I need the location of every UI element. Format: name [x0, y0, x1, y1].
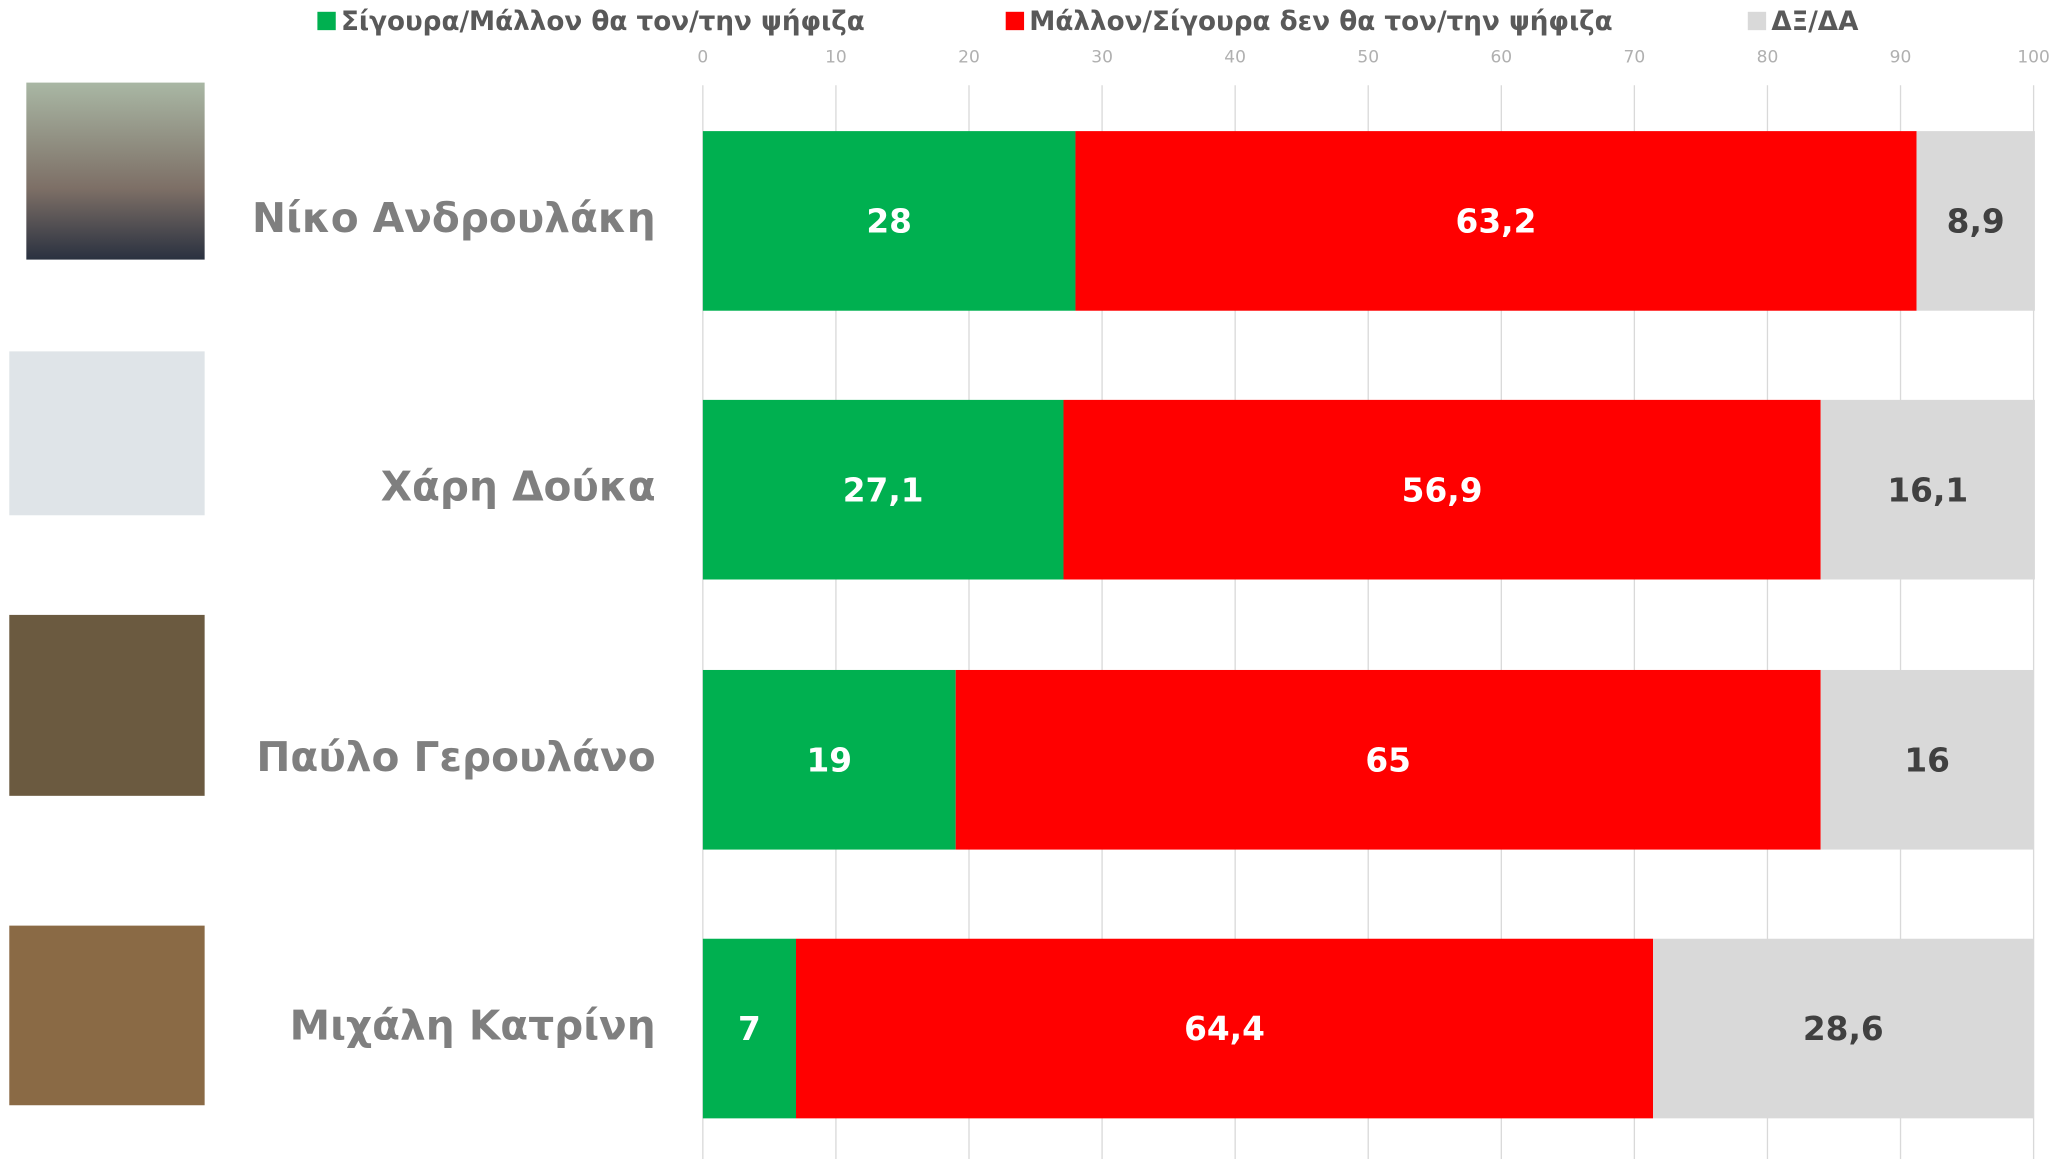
category-label: Χάρη Δούκα — [381, 463, 656, 511]
x-tick-label: 10 — [825, 48, 847, 68]
x-tick-label: 80 — [1757, 48, 1779, 68]
category-label: Παύλο Γερουλάνο — [256, 733, 655, 781]
x-tick-label: 70 — [1624, 48, 1646, 68]
data-label: 16 — [1904, 741, 1950, 779]
photo — [9, 926, 204, 1106]
chart: 0 10 20 30 40 50 60 70 80 90 100 Σίγουρα/Μάλλον θα … — [0, 0, 2056, 1159]
photos — [9, 83, 204, 1106]
data-label: 28 — [866, 203, 912, 241]
data-label: 28,6 — [1803, 1010, 1884, 1048]
data-label: 65 — [1365, 741, 1411, 779]
data-label: 7 — [738, 1010, 761, 1048]
legend-swatch — [1748, 12, 1766, 30]
category-label: Νίκο Ανδρουλάκη — [252, 194, 656, 242]
x-tick-label: 90 — [1890, 48, 1912, 68]
legend-swatch — [317, 12, 335, 30]
legend-label: Σίγουρα/Μάλλον θα τον/την ψήφιζα — [341, 7, 865, 37]
x-tick-label: 0 — [697, 48, 708, 68]
data-label: 16,1 — [1887, 471, 1968, 509]
data-label: 27,1 — [843, 471, 924, 509]
photo — [26, 83, 204, 260]
legend-swatch — [1006, 12, 1024, 30]
legend-label: Μάλλον/Σίγουρα δεν θα τον/την ψήφιζα — [1029, 7, 1612, 37]
x-tick-label: 30 — [1091, 48, 1113, 68]
data-label: 8,9 — [1947, 203, 2005, 241]
photo — [9, 615, 204, 796]
data-label: 64,4 — [1184, 1010, 1265, 1048]
x-tick-label: 60 — [1490, 48, 1512, 68]
x-tick-label: 50 — [1357, 48, 1379, 68]
category-label: Μιχάλη Κατρίνη — [290, 1002, 656, 1050]
x-tick-label: 40 — [1224, 48, 1246, 68]
x-tick-label: 20 — [958, 48, 980, 68]
data-label: 56,9 — [1402, 471, 1483, 509]
data-label: 19 — [806, 741, 852, 779]
photo — [9, 351, 204, 515]
x-tick-label: 100 — [2017, 48, 2050, 68]
data-label: 63,2 — [1456, 203, 1537, 241]
legend-label: ΔΞ/ΔΑ — [1771, 7, 1859, 37]
